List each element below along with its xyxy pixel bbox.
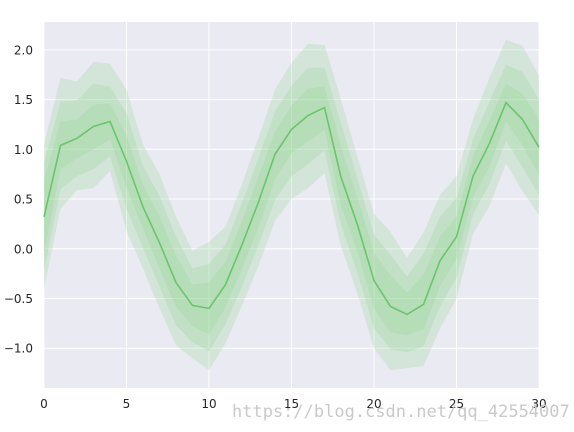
- y-tick-label: 0.0: [14, 242, 33, 256]
- mean-line: [43, 101, 540, 316]
- y-tick-label: 2.0: [14, 43, 33, 57]
- band-1: [44, 39, 539, 371]
- y-tick-label: 1.5: [14, 93, 33, 107]
- watermark: https://blog.csdn.net/qq_42554007: [232, 402, 570, 422]
- confidence-bands: [44, 39, 539, 371]
- x-axis-ticks: 0 5 10 15 20 25 30: [40, 397, 546, 411]
- band-2: [44, 64, 539, 353]
- y-tick-label: −1.0: [4, 342, 33, 356]
- x-tick-label: 20: [366, 397, 381, 411]
- band-3: [44, 83, 539, 336]
- y-tick-label: 1.0: [14, 143, 33, 157]
- x-tick-label: 15: [284, 397, 299, 411]
- y-axis-ticks: −1.0 −0.5 0.0 0.5 1.0 1.5 2.0: [4, 43, 33, 355]
- x-tick-label: 30: [531, 397, 546, 411]
- y-tick-label: −0.5: [4, 292, 33, 306]
- x-tick-label: 25: [449, 397, 464, 411]
- x-tick-label: 5: [123, 397, 131, 411]
- y-tick-label: 0.5: [14, 193, 33, 207]
- x-tick-label: 10: [201, 397, 216, 411]
- grid-lines: [43, 22, 540, 388]
- x-tick-label: 0: [40, 397, 48, 411]
